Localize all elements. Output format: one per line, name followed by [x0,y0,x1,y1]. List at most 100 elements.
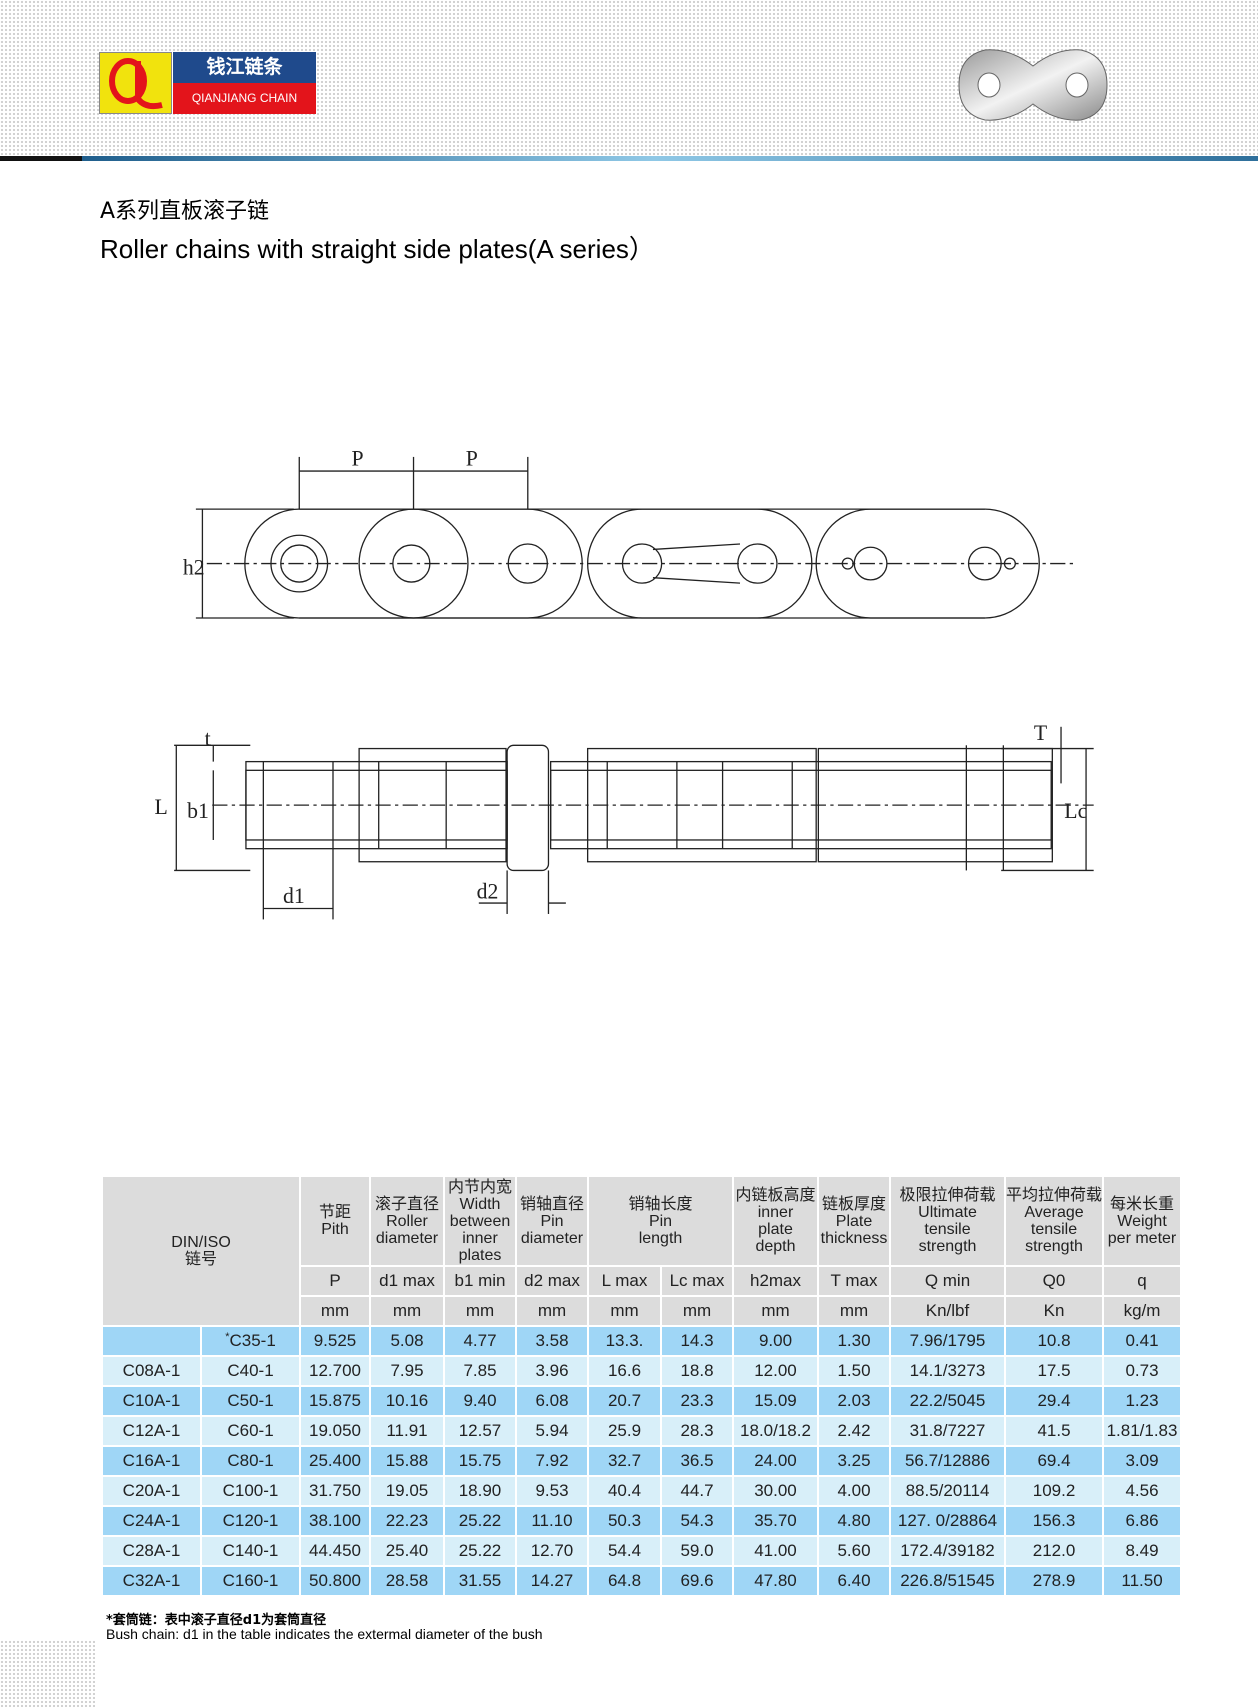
column-symbol: Q min [891,1267,1004,1295]
table-cell: 88.5/20114 [891,1477,1004,1505]
cell-value: C12A-1 [122,1421,181,1440]
column-symbol: T max [819,1267,889,1295]
table-cell: 3.25 [819,1447,889,1475]
table-cell: 9.00 [734,1327,817,1355]
table-cell: 6.86 [1104,1507,1181,1535]
cell-value: 15.09 [754,1391,797,1410]
cell-value: 31.55 [458,1571,502,1590]
table-cell: 64.8 [589,1567,660,1595]
column-unit: mm [734,1297,817,1325]
table-cell: 10.8 [1006,1327,1103,1355]
table-cell: 4.80 [819,1507,889,1535]
table-cell: 19.05 [371,1477,443,1505]
cell-value: 1.81/1.83 [1106,1421,1178,1440]
table-row: *C35-1 9.525 5.08 4.77 3.58 13.3. 14.3 9.00 1.30… [103,1327,1181,1355]
column-header-en: Pin diameter [520,1212,584,1247]
brand-name-en: QIANJIANG CHAIN [173,83,316,114]
cell-value: 5.60 [837,1541,871,1560]
column-header: 销轴直径 Pin diameter [517,1177,587,1265]
cell-value: 59.0 [680,1541,714,1560]
column-symbol: d1 max [371,1267,443,1295]
table-cell: C32A-1 [103,1567,200,1595]
cell-value: 14.3 [680,1331,714,1350]
cell-value: 18.90 [458,1481,502,1500]
cell-value: 54.4 [607,1541,642,1560]
cell-value: 19.050 [309,1421,361,1440]
table-row: C10A-1 C50-1 15.875 10.16 9.40 6.08 20.7 23.3 15… [103,1387,1181,1415]
table-cell: 3.09 [1104,1447,1181,1475]
table-cell: 56.7/12886 [891,1447,1004,1475]
label-t-upper: T [1034,721,1047,745]
table-cell: 5.94 [517,1417,587,1445]
table-cell: 9.525 [301,1327,369,1355]
cell-value: 7.96/1795 [909,1331,986,1350]
cell-value: 10.8 [1037,1331,1071,1350]
table-cell: 32.7 [589,1447,660,1475]
table-cell: 5.08 [371,1327,443,1355]
cell-value: 14.27 [530,1571,574,1590]
table-row: C24A-1 C120-1 38.100 22.23 25.22 11.10 50.3 54.… [103,1507,1181,1535]
table-cell: 15.09 [734,1387,817,1415]
cell-value: 24.00 [754,1451,797,1470]
table-cell: 25.40 [371,1537,443,1565]
table-cell: 11.91 [371,1417,443,1445]
corner-pattern [0,1640,95,1707]
column-unit: mm [517,1297,587,1325]
table-cell: 4.77 [445,1327,515,1355]
cell-value: 40.4 [607,1481,642,1500]
table-cell: 25.9 [589,1417,660,1445]
table-cell: 10.16 [371,1387,443,1415]
cell-value: 50.800 [309,1571,361,1590]
table-cell: 1.50 [819,1357,889,1385]
cell-value: 25.400 [309,1451,361,1470]
cell-value: 14.1/3273 [909,1361,986,1380]
table-row: C16A-1 C80-1 25.400 15.88 15.75 7.92 32.7 36.5 2… [103,1447,1181,1475]
table-cell: 18.0/18.2 [734,1417,817,1445]
table-cell: 0.73 [1104,1357,1181,1385]
table-cell: 7.95 [371,1357,443,1385]
table-cell: 25.22 [445,1507,515,1535]
column-header: 极限拉伸荷载 Ultimate tensile strength [891,1177,1004,1265]
cell-value: 50.3 [607,1511,642,1530]
column-header-cn: 节距 [318,1204,351,1221]
cell-value: 25.22 [458,1511,502,1530]
table-cell: *C35-1 [202,1327,299,1355]
label-d1: d1 [283,884,305,908]
cell-value: 41.5 [1037,1421,1071,1440]
column-header: 滚子直径 Roller diameter [371,1177,443,1265]
table-cell: 14.1/3273 [891,1357,1004,1385]
label-t: t [205,726,211,750]
cell-value: 4.80 [837,1511,871,1530]
cell-value: 31.750 [309,1481,361,1500]
table-cell: C50-1 [202,1387,299,1415]
table-cell: C08A-1 [103,1357,200,1385]
table-cell: 12.57 [445,1417,515,1445]
table-cell: 15.875 [301,1387,369,1415]
cell-value: 4.56 [1125,1481,1159,1500]
table-cell: 278.9 [1006,1567,1103,1595]
cell-value: C24A-1 [122,1511,181,1530]
cell-value: 18.0/18.2 [740,1421,811,1440]
cell-value: 69.6 [680,1571,714,1590]
table-cell: 54.3 [662,1507,732,1535]
table-cell: 30.00 [734,1477,817,1505]
label-p1: P [352,447,364,471]
table-cell: 69.4 [1006,1447,1103,1475]
table-cell: 20.7 [589,1387,660,1415]
table-cell: 23.3 [662,1387,732,1415]
cell-value: 44.7 [680,1481,714,1500]
cell-value: 15.88 [385,1451,429,1470]
column-symbol: d2 max [517,1267,587,1295]
cell-value: 10.16 [385,1391,429,1410]
cell-value: 25.9 [607,1421,642,1440]
cell-value: C32A-1 [122,1571,181,1590]
column-header-en: Width between inner plates [449,1195,511,1264]
table-row: C32A-1 C160-1 50.800 28.58 31.55 14.27 64.8 69.… [103,1567,1181,1595]
table-cell: 69.6 [662,1567,732,1595]
column-header-cn: 内节内宽 [447,1178,512,1196]
cell-value: 9.40 [463,1391,497,1410]
title-en: Roller chains with straight side plates(… [100,234,655,264]
cell-value: 18.8 [680,1361,714,1380]
table-cell: 3.96 [517,1357,587,1385]
